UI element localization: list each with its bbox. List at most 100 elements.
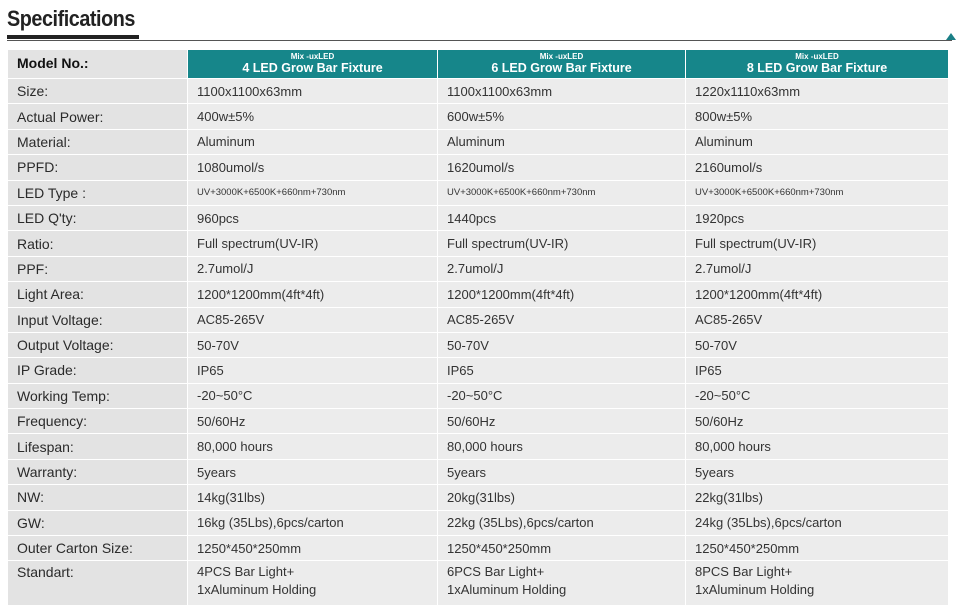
spec-row: IP Grade: IP65 IP65 IP65 (7, 357, 949, 384)
cell: UV+3000K+6500K+660nm+730nm (437, 179, 686, 206)
spec-row: PPF: 2.7umol/J 2.7umol/J 2.7umol/J (7, 255, 949, 283)
cell: 2.7umol/J (187, 255, 438, 283)
cell: 400w±5% (187, 103, 438, 130)
row-label: PPF: (7, 255, 188, 283)
row-label: Material: (7, 128, 188, 156)
row-label: Output Voltage: (7, 331, 188, 359)
cell: -20~50°C (685, 382, 949, 410)
cell: 5years (437, 458, 686, 486)
cell: 1250*450*250mm (437, 535, 686, 562)
spec-row: Ratio: Full spectrum(UV-IR) Full spectrum(… (7, 230, 949, 257)
brand: Mix -uxLED (539, 51, 584, 61)
spec-row: Actual Power: 400w±5% 600w±5% 800w±5% (7, 103, 949, 130)
cell: 50-70V (685, 331, 949, 359)
cell: 50/60Hz (187, 408, 438, 435)
cell: 1220x1110x63mm (685, 77, 949, 105)
cell: 1200*1200mm(4ft*4ft) (187, 281, 438, 308)
cell-line: 4PCS Bar Light+ (197, 564, 295, 580)
cell: -20~50°C (437, 382, 686, 410)
cell: 50/60Hz (437, 408, 686, 435)
cell: -20~50°C (187, 382, 438, 410)
cell: UV+3000K+6500K+660nm+730nm (685, 179, 949, 206)
header-cell: Mix -uxLED 4 LED Grow Bar Fixture (187, 49, 438, 79)
cell: 80,000 hours (187, 433, 438, 460)
spec-row: Material: Aluminum Aluminum Aluminum (7, 128, 949, 156)
model-name: 6 LED Grow Bar Fixture (491, 60, 632, 75)
cell: 80,000 hours (685, 433, 949, 460)
cell: 8PCS Bar Light+ 1xAluminum Holding (685, 560, 949, 606)
spec-row: NW: 14kg(31lbs) 20kg(31lbs) 22kg(31lbs) (7, 484, 949, 511)
row-label: Size: (7, 77, 188, 105)
cell: IP65 (437, 357, 686, 384)
model-name: 4 LED Grow Bar Fixture (242, 60, 383, 75)
cell: 2160umol/s (685, 154, 949, 181)
cell: Aluminum (685, 128, 949, 156)
cell: IP65 (685, 357, 949, 384)
cell: 1100x1100x63mm (187, 77, 438, 105)
spec-row: Working Temp: -20~50°C -20~50°C -20~50°C (7, 382, 949, 410)
title: Specifications (7, 6, 135, 31)
row-label: NW: (7, 484, 188, 511)
cell: IP65 (187, 357, 438, 384)
cell-line: 6PCS Bar Light+ (447, 564, 545, 580)
brand: Mix -uxLED (290, 51, 335, 61)
cell: 50/60Hz (685, 408, 949, 435)
cell: Aluminum (437, 128, 686, 156)
cell-line: 1xAluminum Holding (695, 582, 815, 598)
row-label: Input Voltage: (7, 306, 188, 333)
cell: 1200*1200mm(4ft*4ft) (437, 281, 686, 308)
cell: 14kg(31lbs) (187, 484, 438, 511)
spec-row: Warranty: 5years 5years 5years (7, 458, 949, 486)
row-label: GW: (7, 509, 188, 537)
spec-row: Output Voltage: 50-70V 50-70V 50-70V (7, 331, 949, 359)
cell: 2.7umol/J (437, 255, 686, 283)
cell: 20kg(31lbs) (437, 484, 686, 511)
cell: 24kg (35Lbs),6pcs/carton (685, 509, 949, 537)
model-name: 8 LED Grow Bar Fixture (746, 60, 888, 75)
cell: 16kg (35Lbs),6pcs/carton (187, 509, 438, 537)
cell: 1620umol/s (437, 154, 686, 181)
cell: Aluminum (187, 128, 438, 156)
title-underline (7, 35, 139, 39)
cell: Full spectrum(UV-IR) (685, 230, 949, 257)
spec-row: PPFD: 1080umol/s 1620umol/s 2160umol/s (7, 154, 949, 181)
cell: 22kg(31lbs) (685, 484, 949, 511)
cell: 50-70V (437, 331, 686, 359)
row-label: Outer Carton Size: (7, 535, 188, 562)
spec-row: Lifespan: 80,000 hours 80,000 hours 80,000 … (7, 433, 949, 460)
spec-row: Standart: 4PCS Bar Light+ 1xAluminum Holdi… (7, 560, 949, 606)
row-label: Lifespan: (7, 433, 188, 460)
divider (7, 40, 952, 41)
spec-table: Model No.: Mix -uxLED 4 LED Grow Bar Fixtu… (7, 49, 949, 606)
spec-row: Frequency: 50/60Hz 50/60Hz 50/60Hz (7, 408, 949, 435)
row-label: Working Temp: (7, 382, 188, 410)
header-label: Model No.: (7, 49, 188, 79)
row-label: LED Type : (7, 179, 188, 206)
cell: Full spectrum(UV-IR) (187, 230, 438, 257)
cell: 6PCS Bar Light+ 1xAluminum Holding (437, 560, 686, 606)
cell: 960pcs (187, 204, 438, 232)
row-label: Actual Power: (7, 103, 188, 130)
header-cell: Mix -uxLED 6 LED Grow Bar Fixture (437, 49, 686, 79)
cell: AC85-265V (187, 306, 438, 333)
header-row: Model No.: Mix -uxLED 4 LED Grow Bar Fixtu… (7, 49, 949, 79)
cell: 5years (685, 458, 949, 486)
spec-row: LED Q'ty: 960pcs 1440pcs 1920pcs (7, 204, 949, 232)
row-label: Standart: (7, 560, 188, 606)
row-label: Warranty: (7, 458, 188, 486)
row-label: LED Q'ty: (7, 204, 188, 232)
cell-line: 1xAluminum Holding (197, 582, 317, 598)
cell: 4PCS Bar Light+ 1xAluminum Holding (187, 560, 438, 606)
brand: Mix -uxLED (795, 51, 839, 61)
spec-row: Light Area: 1200*1200mm(4ft*4ft) 1200*1200… (7, 281, 949, 308)
cell: 1920pcs (685, 204, 949, 232)
cell: AC85-265V (685, 306, 949, 333)
row-label: Ratio: (7, 230, 188, 257)
cell: 5years (187, 458, 438, 486)
spec-row: LED Type : UV+3000K+6500K+660nm+730nm UV+3… (7, 179, 949, 206)
cell: 22kg (35Lbs),6pcs/carton (437, 509, 686, 537)
row-label: PPFD: (7, 154, 188, 181)
row-label: Light Area: (7, 281, 188, 308)
header-cell: Mix -uxLED 8 LED Grow Bar Fixture (685, 49, 949, 79)
